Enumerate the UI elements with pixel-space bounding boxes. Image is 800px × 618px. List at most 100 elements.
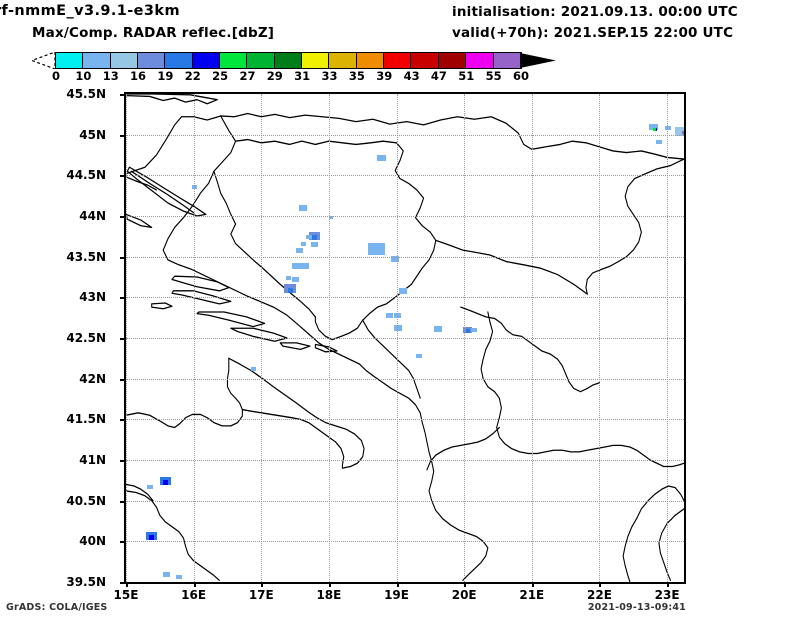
render-timestamp: 2021-09-13-09:41 <box>587 602 686 613</box>
radar-echo-core <box>162 480 168 486</box>
y-axis-tick-label: 42.5N <box>66 331 106 345</box>
radar-echo-cell <box>377 155 387 162</box>
x-axis-tick-label: 20E <box>451 588 477 602</box>
gridline-horizontal <box>126 256 684 258</box>
radar-echo-cell <box>649 124 659 131</box>
y-axis-tick-label: 43N <box>79 290 106 305</box>
colorbar-cell <box>274 53 303 68</box>
y-axis-tick-label: 44N <box>79 209 106 223</box>
x-axis-tick-label: 19E <box>384 588 409 602</box>
radar-echo-layer <box>126 94 684 582</box>
radar-echo-cell <box>415 353 422 358</box>
y-axis-tick-label: 40.5N <box>66 493 106 508</box>
y-axis-tick-mark <box>120 94 126 96</box>
gridline-horizontal <box>126 216 684 217</box>
y-axis-tick-mark <box>120 460 126 462</box>
colorbar-tick-label: 16 <box>130 69 147 83</box>
x-axis-tick-label: 18E <box>316 588 342 602</box>
y-axis-tick-mark <box>120 216 126 218</box>
colorbar-cell <box>83 53 111 68</box>
colorbar-tick-label: 25 <box>212 69 229 83</box>
y-axis-tick-label: 40N <box>79 534 106 549</box>
colorbar-tick-label: 51 <box>458 69 475 83</box>
colorbar-cell <box>493 53 521 68</box>
radar-echo-core <box>311 235 317 241</box>
colorbar-cell <box>110 53 139 68</box>
radar-echo-cell <box>305 234 312 239</box>
radar-echo-cell <box>328 216 333 220</box>
radar-echo-core <box>682 131 684 135</box>
colorbar-cell <box>329 53 357 68</box>
radar-echo-core <box>465 329 470 334</box>
radar-echo-cell <box>292 276 300 282</box>
radar-echo-core <box>148 534 154 540</box>
colorbar-title: Max/Comp. RADAR reflec.[dbZ] <box>32 25 275 41</box>
radar-echo-cell <box>146 485 153 490</box>
colorbar-ticks: 0 10 13 16 19 22 25 27 29 31 33 35 39 43 47 51 55 60 <box>0 69 800 85</box>
radar-echo-cell <box>301 241 307 246</box>
y-axis-tick-mark <box>120 175 126 178</box>
radar-echo-cell <box>433 325 442 332</box>
colorbar-tick-label: 10 <box>75 69 92 83</box>
radar-echo-core <box>653 128 657 132</box>
gridline-horizontal <box>126 419 684 421</box>
x-axis-tick-mark <box>667 582 670 587</box>
x-axis-tick-label: 17E <box>248 588 274 602</box>
radar-echo-cell <box>299 205 308 212</box>
map-plot-area[interactable] <box>124 92 686 584</box>
y-axis-tick-mark <box>120 541 126 544</box>
y-axis-tick-mark <box>120 582 126 584</box>
x-axis-tick-mark <box>531 582 534 587</box>
colorbar-overflow-arrow <box>520 53 556 68</box>
colorbar-underflow-arrow <box>32 52 56 69</box>
colorbar-tick-label: 33 <box>321 69 338 83</box>
x-axis-tick-mark <box>126 582 128 587</box>
x-axis-tick-mark <box>599 582 602 587</box>
y-axis-tick-mark <box>120 419 126 422</box>
colorbar-cell <box>192 53 221 68</box>
radar-echo-cell <box>655 139 662 144</box>
colorbar-cell <box>384 53 412 68</box>
y-axis-tick-label: 39.5N <box>66 575 106 589</box>
colorbar-tick-label: 27 <box>239 69 256 83</box>
y-axis-tick-mark <box>120 500 126 503</box>
model-title: rf-nmmE_v3.9.1-e3km <box>0 3 180 19</box>
y-axis-tick-label: 44.5N <box>66 168 106 183</box>
radar-echo-cell <box>394 312 402 318</box>
y-axis-tick-label: 45.5N <box>66 87 106 101</box>
colorbar-tick-label: 13 <box>102 69 119 83</box>
radar-echo-cell <box>163 571 171 577</box>
y-axis-tick-label: 45N <box>79 127 106 142</box>
colorbar-tick-label: 47 <box>430 69 447 83</box>
radar-echo-cell <box>300 262 310 269</box>
colorbar-tick-label: 43 <box>403 69 420 83</box>
x-axis-tick-label: 22E <box>587 588 612 602</box>
valid-time: valid(+70h): 2021.SEP.15 22:00 UTC <box>452 25 734 41</box>
colorbar-cell <box>302 53 330 68</box>
colorbar-cell <box>411 53 439 68</box>
x-axis-tick-mark <box>396 582 399 587</box>
colorbar-cell <box>220 53 248 68</box>
radar-echo-cell <box>175 574 182 579</box>
x-axis-tick-label: 21E <box>519 588 545 602</box>
colorbar-tick-label: 19 <box>157 69 174 83</box>
map-canvas <box>126 94 684 582</box>
colorbar-cell <box>438 53 467 68</box>
colorbar-cell <box>165 53 193 68</box>
x-axis-tick-mark <box>193 582 196 587</box>
y-axis-tick-mark <box>120 378 126 381</box>
y-axis-tick-mark <box>120 134 126 137</box>
radar-echo-cell <box>665 125 672 130</box>
colorbar-tick-label: 29 <box>266 69 283 83</box>
gridline-horizontal <box>126 297 684 299</box>
gridline-horizontal <box>126 134 684 136</box>
y-axis-tick-label: 41N <box>79 453 106 467</box>
colorbar-tick-label: 39 <box>376 69 393 83</box>
y-axis-tick-label: 42N <box>79 371 106 386</box>
colorbar-cell <box>247 53 275 68</box>
radar-echo-cell <box>292 263 301 270</box>
radar-echo-cell <box>250 367 256 372</box>
radar-echo-cell <box>386 312 394 318</box>
radar-echo-cell <box>391 255 400 262</box>
gridline-horizontal <box>126 500 684 502</box>
